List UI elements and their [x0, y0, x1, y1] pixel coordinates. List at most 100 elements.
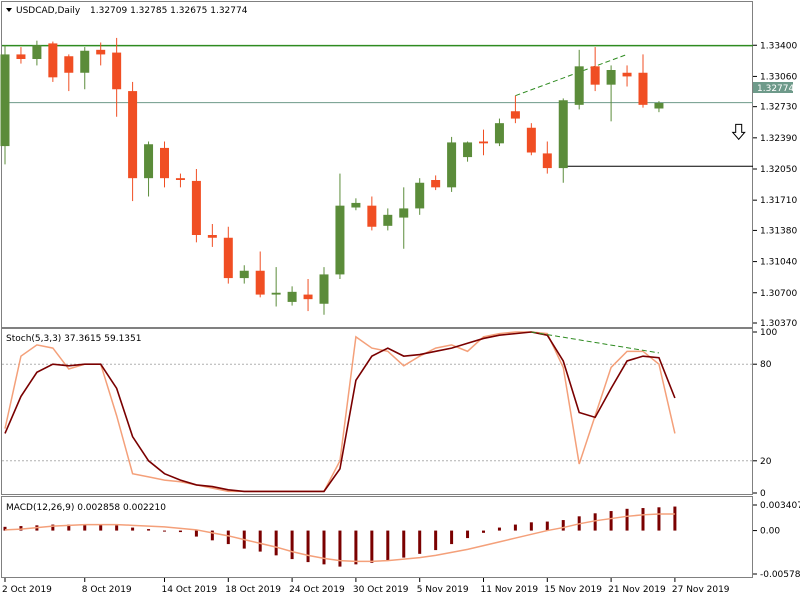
time-tick-label: 11 Nov 2019 [481, 585, 539, 595]
price-tick-label: 1.31040 [760, 258, 797, 268]
price-tick-label: 1.30700 [760, 289, 797, 299]
time-tick-label: 5 Nov 2019 [417, 585, 469, 595]
macd-histogram-bar [259, 531, 262, 552]
time-tick-label: 18 Oct 2019 [225, 585, 281, 595]
candle-bull [320, 274, 329, 303]
price-tick-label: 1.32730 [760, 103, 797, 113]
macd-histogram-bar [323, 531, 326, 565]
candle-bear [96, 50, 105, 55]
candle-bear [256, 271, 265, 295]
price-tick-label: 1.33400 [760, 41, 797, 51]
macd-histogram-bar [610, 511, 613, 531]
candle-bull [80, 51, 89, 73]
macd-histogram-bar [594, 513, 597, 530]
candle-bear [543, 153, 552, 168]
macd-histogram-bar [354, 531, 357, 565]
price-tick-label: 1.31380 [760, 226, 797, 236]
candle-bull [240, 271, 249, 278]
current-price-text: 1.32774 [757, 84, 794, 94]
candle-bear [176, 178, 185, 180]
macd-histogram-bar [115, 525, 118, 530]
price-tick-label: 1.32390 [760, 134, 797, 144]
candle-bear [591, 66, 600, 84]
ohlc-label: 1.32709 1.32785 1.32675 1.32774 [90, 6, 248, 16]
candle-bull [272, 293, 281, 295]
candle-bear [160, 148, 169, 178]
price-tick-label: 1.31710 [760, 196, 797, 206]
macd-tick-label: 0.00 [760, 527, 780, 537]
candle-bear [479, 142, 488, 144]
macd-histogram-bar [657, 507, 660, 530]
current-price-tag: 1.32774 [753, 82, 794, 94]
time-tick-label: 15 Nov 2019 [544, 585, 602, 595]
candle-bear [224, 238, 233, 278]
candle-bull [335, 206, 344, 275]
macd-histogram-bar [163, 531, 166, 532]
time-tick-label: 27 Nov 2019 [672, 585, 730, 595]
macd-histogram-bar [434, 531, 437, 551]
candle-bull [495, 123, 504, 143]
time-tick-label: 30 Oct 2019 [353, 585, 409, 595]
candle-bear [304, 295, 313, 300]
candle-bear [16, 54, 25, 59]
time-tick-label: 21 Nov 2019 [608, 585, 666, 595]
price-tick-label: 1.33060 [760, 72, 797, 82]
candle-bull [559, 100, 568, 168]
macd-histogram-bar [179, 531, 182, 533]
macd-histogram-bar [626, 509, 629, 531]
time-tick-label: 2 Oct 2019 [2, 585, 52, 595]
header: USDCAD,Daily 1.32709 1.32785 1.32675 1.3… [6, 6, 248, 16]
macd-histogram-bar [370, 531, 373, 563]
candle-bull [144, 144, 153, 178]
candle-bear [112, 53, 121, 90]
candle-bull [288, 292, 297, 302]
macd-histogram-bar [530, 522, 533, 530]
stoch-tick-label: 80 [760, 360, 772, 370]
candle-bear [639, 73, 648, 105]
candle-bear [431, 180, 440, 187]
candle-bull [463, 142, 472, 157]
macd-histogram-bar [147, 529, 150, 531]
candle-bull [399, 208, 408, 217]
macd-histogram-bar [307, 531, 310, 563]
macd-histogram-bar [227, 531, 230, 545]
macd-label: MACD(12,26,9) 0.002858 0.002210 [6, 503, 166, 513]
stoch-tick-label: 0 [760, 489, 766, 499]
macd-histogram-bar [418, 531, 421, 554]
candle-bear [48, 43, 57, 77]
candle-bull [575, 66, 584, 105]
candle-bear [367, 206, 376, 227]
candle-bear [511, 111, 520, 118]
macd-histogram-bar [450, 531, 453, 545]
macd-tick-label: 0.003407 [760, 501, 800, 511]
macd-histogram-bar [402, 531, 405, 558]
macd-histogram-bar [562, 520, 565, 531]
macd-tick-label: -0.005785 [760, 570, 800, 580]
candle-bull [654, 103, 663, 109]
macd-histogram-bar [99, 525, 102, 531]
candle-bear [192, 181, 201, 235]
macd-histogram-bar [546, 522, 549, 531]
time-tick-label: 14 Oct 2019 [162, 585, 218, 595]
candle-bear [623, 73, 632, 77]
macd-histogram-bar [83, 525, 86, 531]
macd-histogram-bar [498, 528, 501, 531]
candle-bear [128, 91, 137, 178]
candle-bear [64, 56, 73, 73]
candle-bull [32, 45, 41, 59]
candle-bear [527, 128, 536, 153]
macd-histogram-bar [482, 531, 485, 533]
candle-bull [351, 203, 360, 208]
candle-bull [447, 142, 456, 187]
macd-histogram-bar [514, 525, 517, 531]
candle-bull [383, 215, 392, 226]
price-tick-label: 1.32050 [760, 165, 797, 175]
macd-histogram-bar [131, 528, 134, 531]
candle-bull [1, 54, 10, 146]
candle-bull [415, 183, 424, 209]
candle-bear [208, 235, 217, 238]
macd-histogram-bar [291, 531, 294, 560]
stoch-label: Stoch(5,3,3) 37.3615 59.1351 [6, 334, 141, 344]
